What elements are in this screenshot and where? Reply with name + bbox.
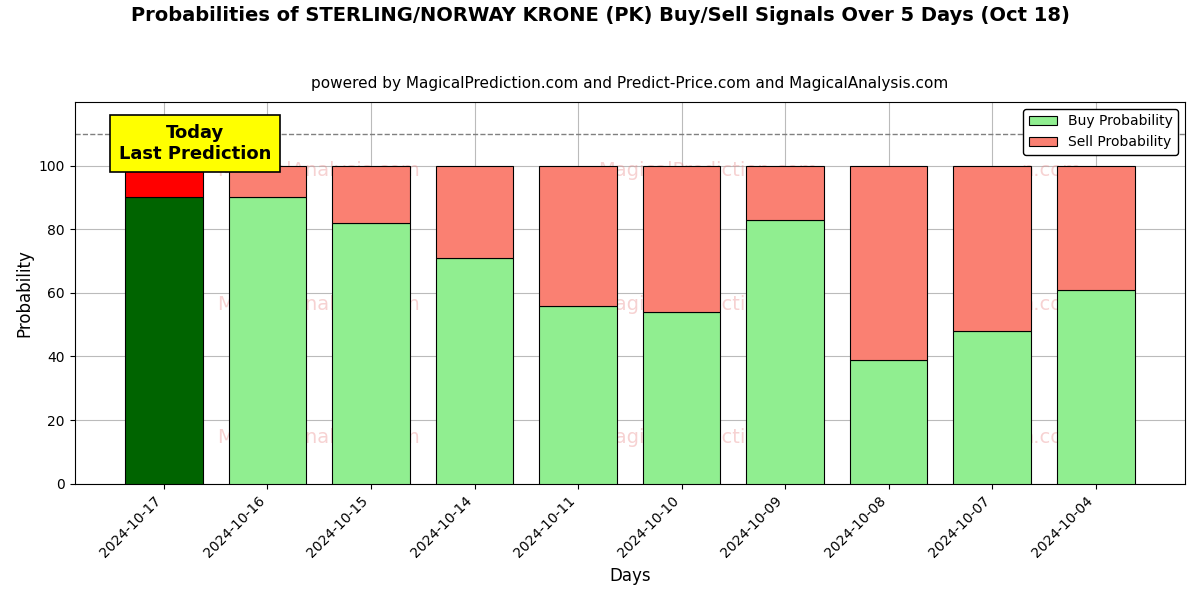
- Bar: [125, 166, 203, 197]
- Bar: [953, 331, 1031, 484]
- Bar: [746, 220, 824, 484]
- Bar: [436, 258, 514, 484]
- Text: MagicalPrediction.com: MagicalPrediction.com: [598, 295, 817, 314]
- X-axis label: Days: Days: [610, 567, 650, 585]
- Bar: [953, 166, 1031, 331]
- Text: Probabilities of STERLING/NORWAY KRONE (PK) Buy/Sell Signals Over 5 Days (Oct 18: Probabilities of STERLING/NORWAY KRONE (…: [131, 6, 1069, 25]
- Bar: [229, 166, 306, 197]
- Bar: [436, 166, 514, 258]
- Text: n.com: n.com: [1021, 295, 1082, 314]
- Bar: [539, 305, 617, 484]
- Text: MagicalPrediction.com: MagicalPrediction.com: [598, 428, 817, 448]
- Text: MagicalAnalysis.com: MagicalAnalysis.com: [217, 295, 420, 314]
- Bar: [332, 166, 410, 223]
- Text: Today
Last Prediction: Today Last Prediction: [119, 124, 271, 163]
- Bar: [1057, 166, 1134, 290]
- Bar: [850, 359, 928, 484]
- Bar: [643, 166, 720, 312]
- Bar: [643, 312, 720, 484]
- Text: MagicalAnalysis.com: MagicalAnalysis.com: [217, 161, 420, 180]
- Bar: [1057, 290, 1134, 484]
- Text: n.com: n.com: [1021, 161, 1082, 180]
- Text: MagicalPrediction.com: MagicalPrediction.com: [598, 161, 817, 180]
- Text: MagicalAnalysis.com: MagicalAnalysis.com: [217, 428, 420, 448]
- Title: powered by MagicalPrediction.com and Predict-Price.com and MagicalAnalysis.com: powered by MagicalPrediction.com and Pre…: [311, 76, 948, 91]
- Bar: [332, 223, 410, 484]
- Bar: [229, 197, 306, 484]
- Legend: Buy Probability, Sell Probability: Buy Probability, Sell Probability: [1024, 109, 1178, 155]
- Bar: [850, 166, 928, 359]
- Y-axis label: Probability: Probability: [16, 249, 34, 337]
- Bar: [539, 166, 617, 305]
- Text: n.com: n.com: [1021, 428, 1082, 448]
- Bar: [125, 197, 203, 484]
- Bar: [746, 166, 824, 220]
